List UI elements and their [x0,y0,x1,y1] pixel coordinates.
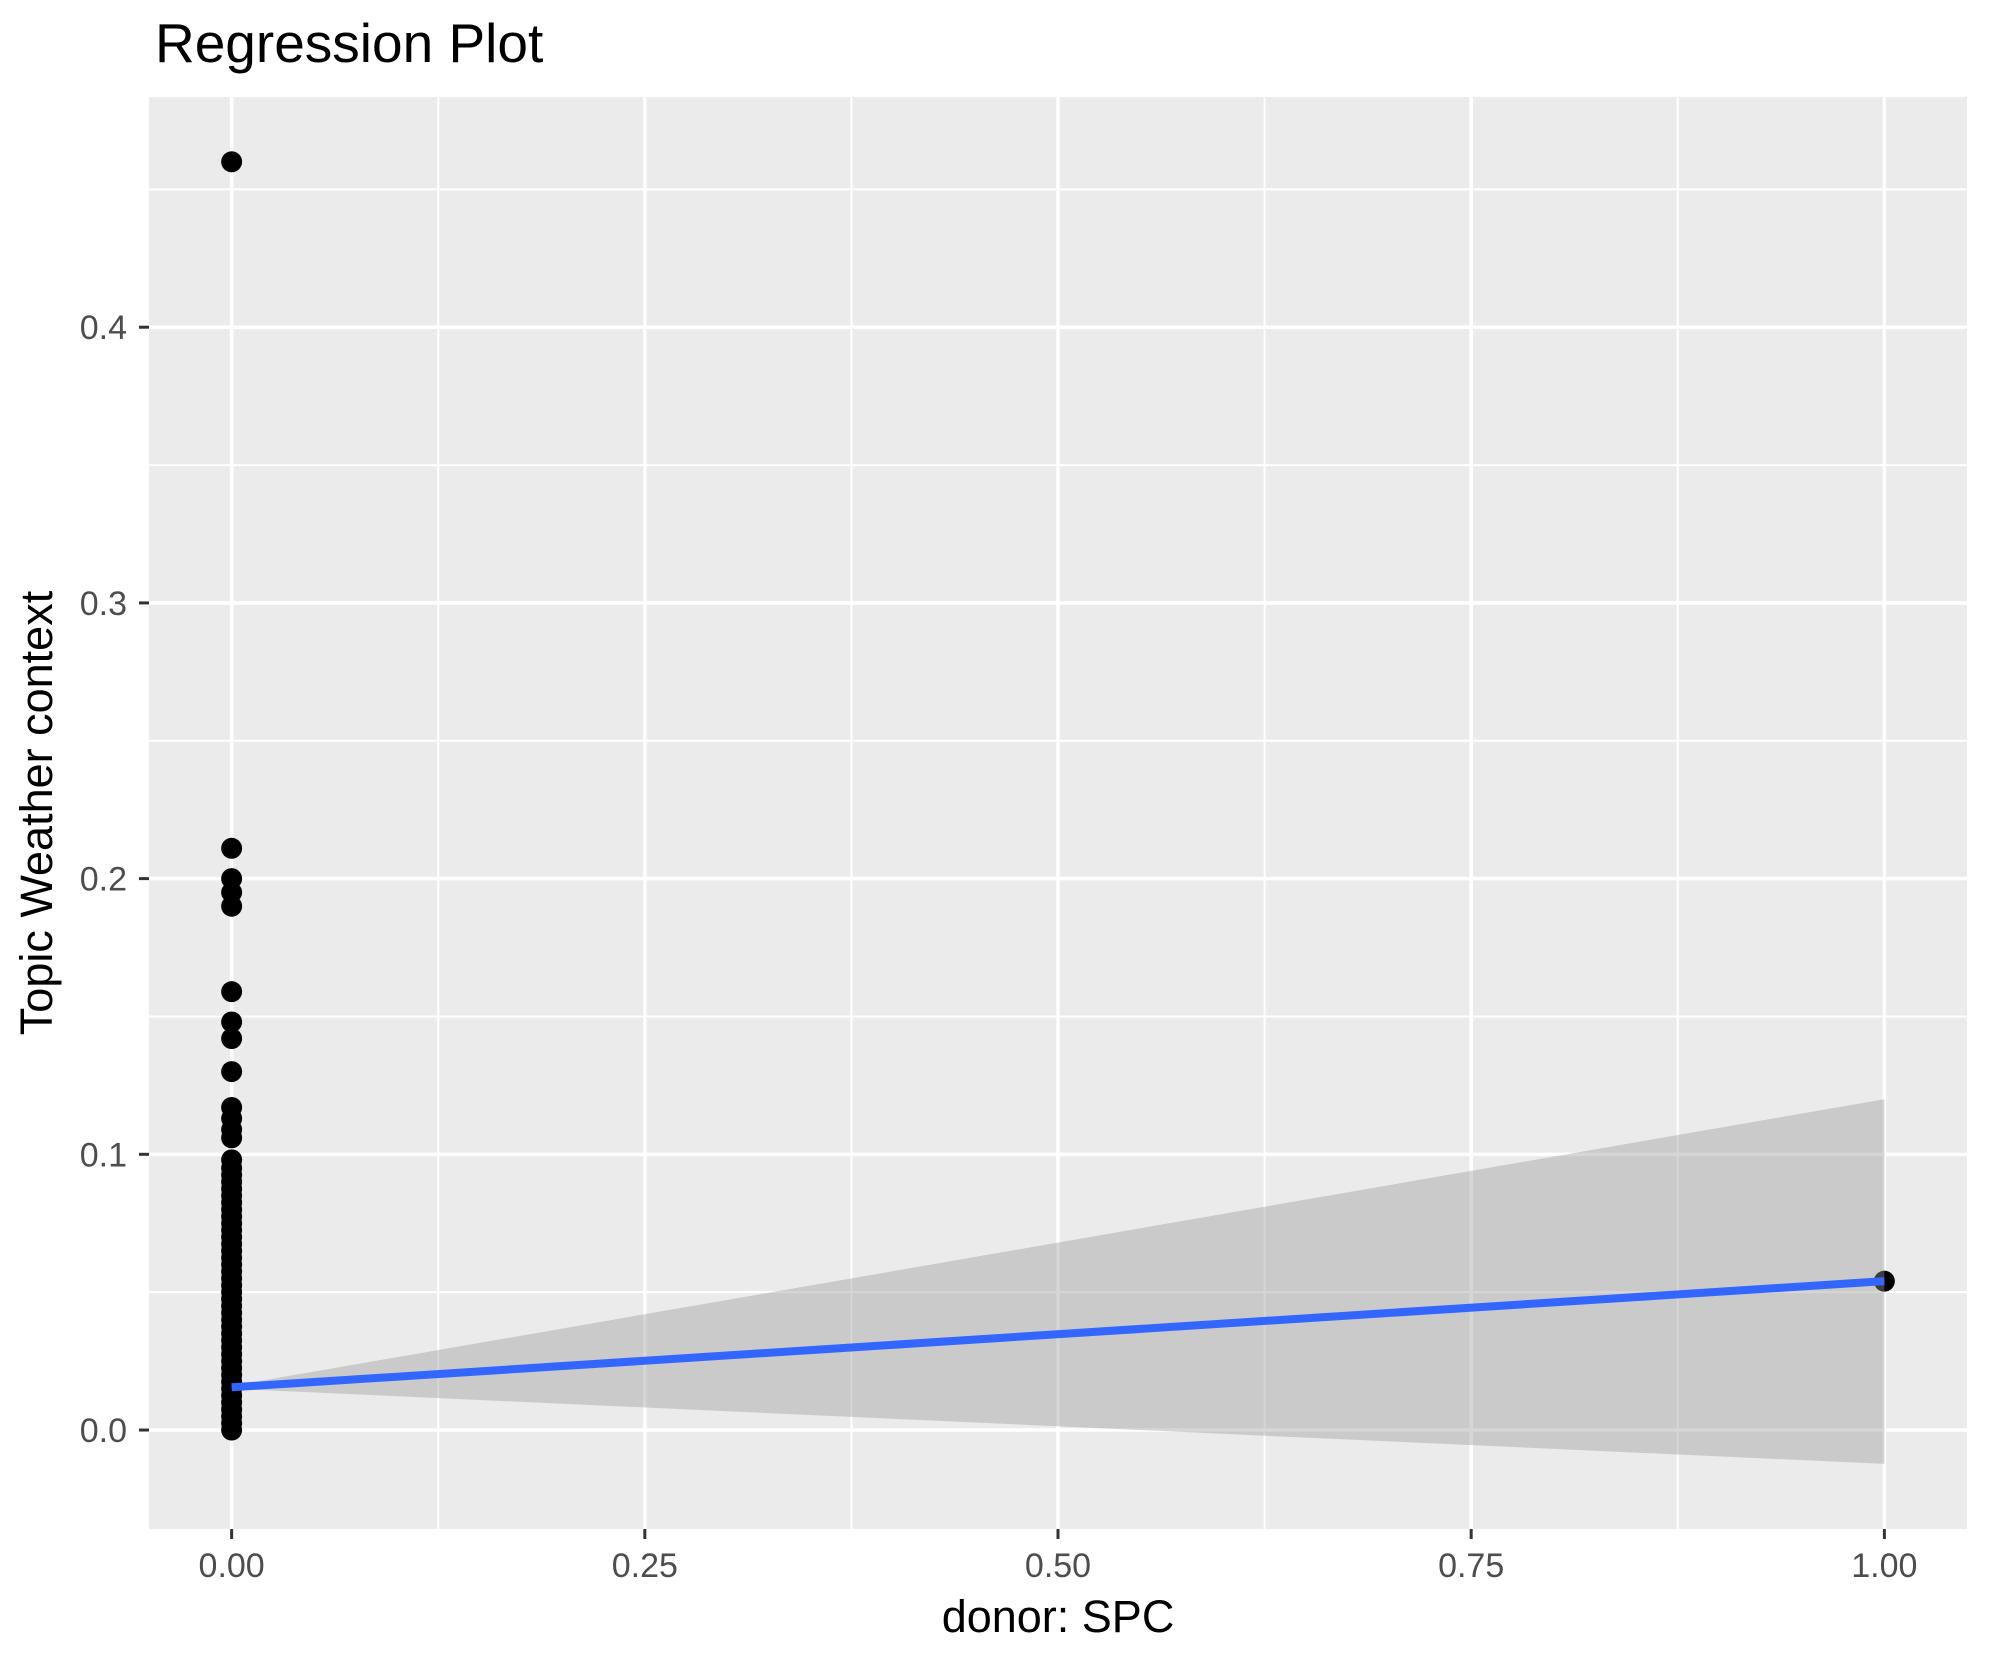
data-point [221,1028,243,1050]
confidence-band [231,1099,1885,1464]
x-axis-title: donor: SPC [942,1591,1175,1642]
y-tick-label: 0.2 [80,861,127,899]
x-tick-label: 0.00 [199,1547,265,1585]
x-tick-label: 1.00 [1851,1547,1917,1585]
x-tick-label: 0.50 [1025,1547,1091,1585]
y-tick-label: 0.3 [80,585,127,623]
data-point [221,837,243,859]
point-layer [221,151,1895,1441]
axis-layer: 0.00 0.25 0.50 0.75 1.00 0.0 0.1 0.2 0.3 0.4 [80,309,1918,1585]
y-tick-label: 0.0 [80,1412,127,1450]
y-axis-title: Topic Weather context [11,590,62,1035]
data-point [221,1096,243,1118]
data-point [221,1149,243,1171]
plot-title: Regression Plot [155,12,543,74]
x-tick-label: 0.25 [612,1547,678,1585]
data-point [221,1061,243,1083]
smooth-layer [231,1099,1885,1464]
data-point [221,1011,243,1033]
data-point [221,868,243,890]
data-point [221,981,243,1003]
y-tick-label: 0.4 [80,309,127,347]
regression-line [231,1277,1885,1392]
x-tick-label: 0.75 [1438,1547,1504,1585]
data-point [221,151,243,173]
y-tick-label: 0.1 [80,1136,127,1174]
